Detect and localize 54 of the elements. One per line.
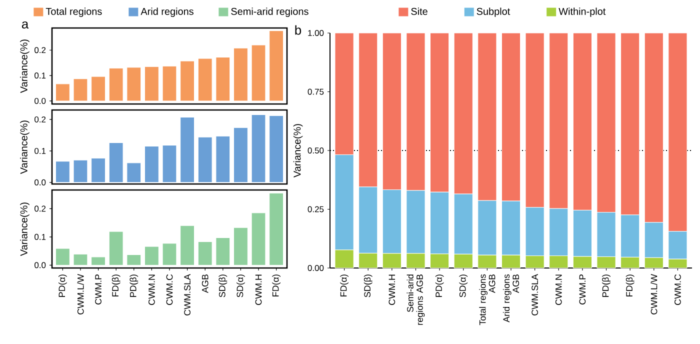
x-tick-label: FD(β) (626, 274, 634, 296)
y-axis-title: Variance(%) (20, 202, 30, 256)
y-tick-label: 0.50 (308, 148, 324, 154)
x-tick-label: CWM.H (388, 274, 396, 305)
x-tick-label: SD(β) (364, 274, 372, 298)
y-tick-label: 0.2 (34, 116, 46, 122)
y-tick-label: 0.0 (34, 179, 46, 186)
x-tick-label: FD(α) (340, 274, 348, 296)
x-tick-label: CWM.L/W (650, 274, 658, 314)
x-tick-label: SD(α) (236, 274, 245, 298)
legend-label: Within-plot (558, 8, 606, 17)
x-tick-label: SD(β) (218, 274, 228, 298)
y-axis-title: Variance(%) (20, 40, 30, 93)
y-tick-label: 0.0 (34, 98, 46, 104)
y-tick-label: 0.2 (34, 47, 46, 54)
y-tick-label: 0.0 (34, 262, 46, 268)
text: a (22, 21, 29, 29)
legend-label: Semi-arid regions (231, 8, 308, 17)
y-tick-label: 0.1 (34, 148, 46, 154)
y-tick-label: 0.1 (34, 234, 46, 240)
x-tick-label: CWM.C (674, 274, 681, 305)
y-tick-label: 0.75 (308, 88, 324, 95)
y-tick-label: 1.00 (308, 30, 324, 36)
x-tick-label: CWM.L/W (77, 274, 84, 314)
legend-label: Arid regions (140, 8, 194, 17)
x-tick-label: PD(α) (435, 274, 444, 297)
x-tick-label: Semi-arid regions AGB (406, 274, 425, 325)
x-tick-label: AGB (202, 274, 208, 293)
legend-label: Subplot (476, 8, 510, 17)
x-tick-label: CWM.SLA (184, 274, 190, 316)
y-tick-label: 0.00 (308, 265, 324, 271)
legend-label: Total regions (46, 8, 102, 17)
x-tick-label: CWM.N (148, 274, 155, 305)
x-tick-label: Total regions AGB (479, 274, 496, 326)
y-tick-label: 0.2 (34, 206, 46, 212)
y-tick-label: 0.1 (34, 72, 46, 79)
x-tick-label: SD(α) (459, 274, 468, 298)
y-axis-title: Variance(%) (293, 124, 303, 178)
x-tick-label: CWM.H (255, 274, 262, 305)
y-axis-title: Variance(%) (20, 120, 30, 174)
x-tick-label: CWM.SLA (532, 274, 538, 316)
x-tick-label: CWM.C (166, 274, 173, 305)
y-tick-label: 0.25 (308, 206, 324, 212)
legend-label: Site (411, 8, 428, 15)
x-tick-label: PD(β) (602, 274, 610, 297)
x-tick-label: CWM.P (579, 274, 586, 304)
x-tick-label: PD(α) (58, 274, 67, 297)
text: b (295, 25, 302, 35)
x-tick-label: FD(α) (272, 274, 280, 296)
x-tick-label: CWM.P (95, 274, 102, 304)
x-tick-label: CWM.N (555, 274, 562, 305)
x-tick-label: Arid regions AGB (502, 274, 520, 322)
x-tick-label: PD(β) (130, 274, 138, 297)
x-tick-label: FD(β) (112, 274, 120, 296)
